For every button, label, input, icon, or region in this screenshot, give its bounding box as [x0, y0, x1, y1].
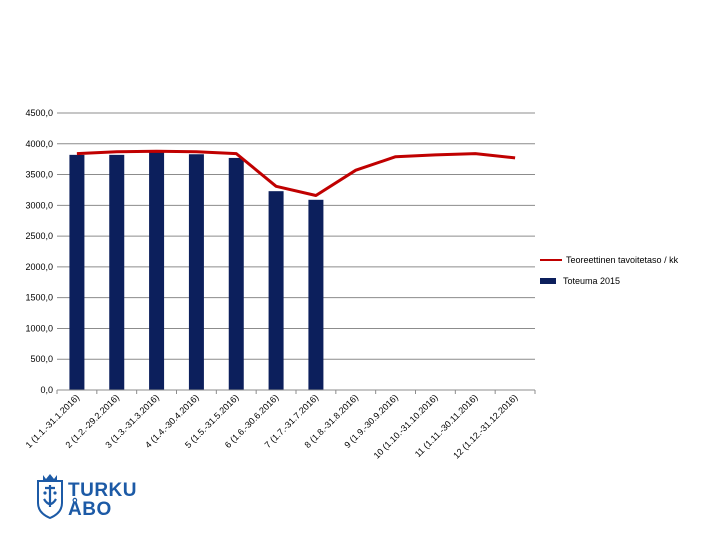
bar	[149, 151, 165, 390]
x-axis-tick-labels: 1 (1.1.-31.1.2016)2 (1.2.-29.2.2016)3 (1…	[24, 392, 520, 460]
bar	[228, 157, 244, 390]
logo-text-abo: ÅBO	[68, 499, 112, 520]
turku-abo-logo: TURKU ÅBO	[35, 473, 145, 523]
y-tick-label: 3000,0	[25, 200, 53, 210]
legend-label-target: Teoreettinen tavoitetaso / kk	[566, 255, 679, 265]
y-tick-label: 4500,0	[25, 108, 53, 118]
legend-item-target: Teoreettinen tavoitetaso / kk	[540, 254, 715, 266]
logo-text-turku: TURKU	[68, 480, 137, 501]
y-tick-label: 500,0	[30, 354, 53, 364]
city-crest-icon	[37, 474, 63, 519]
y-tick-label: 2000,0	[25, 262, 53, 272]
bar	[188, 154, 204, 390]
line-series	[76, 149, 516, 197]
y-tick-label: 0,0	[40, 385, 53, 395]
y-tick-label: 3500,0	[25, 170, 53, 180]
gridlines	[57, 112, 535, 391]
bar	[308, 199, 324, 390]
bar	[109, 154, 125, 390]
legend-line-swatch	[540, 259, 562, 261]
legend-bar-swatch	[540, 278, 556, 284]
bar	[69, 154, 85, 390]
bar-series	[69, 151, 324, 390]
y-axis-tick-labels: 0,0 500,0 1000,0 1500,0 2000,0 2500,0 3000,0 35…	[25, 108, 53, 395]
x-axis	[56, 389, 536, 394]
y-tick-label: 4000,0	[25, 139, 53, 149]
legend-item-actual: Toteuma 2015	[540, 275, 715, 287]
legend: Teoreettinen tavoitetaso / kk Toteuma 20…	[540, 254, 715, 296]
y-tick-label: 1000,0	[25, 323, 53, 333]
y-tick-label: 2500,0	[25, 231, 53, 241]
legend-label-actual: Toteuma 2015	[563, 276, 621, 286]
bar	[268, 191, 284, 390]
target-line	[76, 149, 516, 197]
y-tick-label: 1500,0	[25, 293, 53, 303]
